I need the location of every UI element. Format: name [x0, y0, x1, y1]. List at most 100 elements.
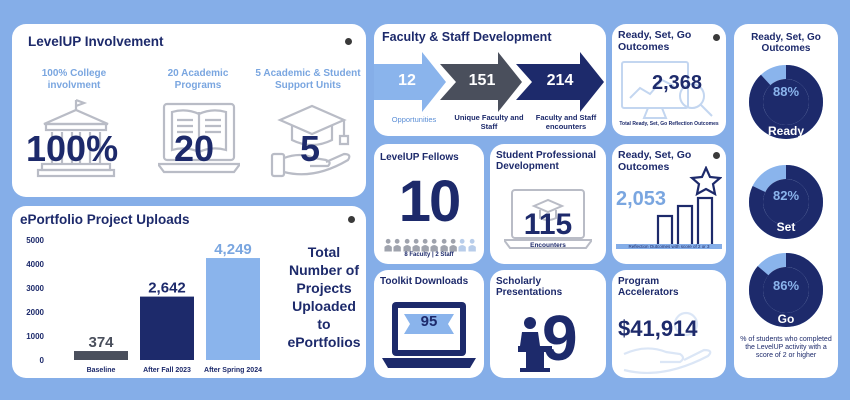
involvement-card: LevelUP Involvement 100% College involvm… [12, 24, 366, 197]
person-icon [421, 238, 430, 252]
eportfolio-side-text: Total Number of Projects Uploaded to ePo… [287, 244, 361, 350]
rsg-rings-card: Ready, Set, Go Outcomes 88% Ready 82% Se… [734, 24, 838, 378]
accelerators-card: Program Accelerators $41,914 [612, 270, 726, 378]
rsg-rings-footnote: % of students who completed the LevelUP … [740, 336, 832, 360]
eportfolio-bar-chart: 0 1000 2000 3000 4000 5000 374 Baseline 2,642 Aft… [26, 236, 262, 374]
encounters-value: 214 [546, 72, 574, 89]
bar [74, 351, 128, 360]
card-menu-dot[interactable] [713, 34, 720, 41]
rsg-score-caption: Reflection Outcomes with score of 2 or 3 [616, 244, 722, 250]
person-icon [440, 238, 448, 252]
ready-ring [749, 65, 823, 139]
toolkit-value: 95 [420, 313, 438, 330]
units-value: 5 [300, 128, 321, 169]
toolkit-card: Toolkit Downloads 95 [374, 270, 484, 378]
programs-label: 20 Academic Programs [167, 68, 229, 91]
person-icon [458, 238, 467, 252]
y-tick-label: 0 [40, 356, 45, 365]
scholarly-title: Scholarly Presentations [496, 276, 563, 299]
rsg-total-card: Ready, Set, Go Outcomes 2,368 Total Read… [612, 24, 726, 136]
units-label: 5 Academic & Student Support Units [255, 68, 361, 91]
student-pd-caption: Encounters [530, 242, 566, 249]
card-menu-dot[interactable] [713, 152, 720, 159]
rsg-score-card: Ready, Set, Go Outcomes 2,053 Reflection… [612, 144, 726, 264]
card-menu-dot[interactable] [348, 216, 355, 223]
graduation-laptop-icon [504, 189, 592, 249]
rsg-total-value: 2,368 [652, 72, 703, 94]
card-menu-dot[interactable] [345, 38, 352, 45]
college-label: 100% College involvment [41, 68, 107, 91]
faculty-arrows [374, 52, 604, 112]
rsg-score-value: 2,053 [616, 188, 667, 210]
ready-value: 88% [772, 84, 800, 99]
ring-center [763, 267, 809, 313]
person-icon [412, 238, 420, 252]
ready-label: Ready [767, 124, 805, 138]
programs-value: 20 [174, 128, 215, 169]
faculty-title: Faculty & Staff Development [382, 30, 552, 44]
fellows-title: LevelUP Fellows [380, 152, 459, 163]
go-ring [749, 253, 823, 327]
ring-progress [749, 65, 823, 139]
y-tick-label: 5000 [26, 236, 44, 245]
college-value: 100% [26, 128, 119, 169]
laptop-banner-icon [382, 302, 476, 368]
set-value: 82% [772, 188, 800, 203]
y-tick-label: 1000 [26, 332, 44, 341]
person-icon [384, 238, 392, 252]
x-category-label: Baseline [87, 367, 116, 374]
x-category-label: After Fall 2023 [143, 367, 191, 374]
accelerators-value: $41,914 [618, 316, 698, 341]
bar [206, 258, 260, 360]
go-value: 86% [772, 278, 800, 293]
opportunities-arrow [374, 52, 446, 112]
scholarly-value: 9 [542, 302, 578, 374]
toolkit-title: Toolkit Downloads [380, 276, 469, 287]
monitor-magnifier-icon [621, 61, 713, 119]
bar-value-label: 374 [88, 334, 114, 351]
unique-faculty-arrow [440, 52, 522, 112]
unique-faculty-label: Unique Faculty and Staff [454, 113, 524, 131]
fellows-value: 10 [398, 169, 462, 234]
ring-center [763, 179, 809, 225]
ring-center [763, 79, 809, 125]
eportfolio-title: ePortfolio Project Uploads [20, 212, 190, 227]
accelerators-title: Program Accelerators [618, 276, 679, 299]
student-pd-title: Student Professional Development [496, 150, 597, 173]
graduation-cap-hand-icon [270, 104, 351, 178]
set-ring [749, 165, 823, 239]
set-label: Set [776, 220, 796, 234]
y-tick-label: 3000 [26, 284, 44, 293]
opportunities-label: Opportunities [391, 115, 437, 124]
involvement-title: LevelUP Involvement [28, 34, 164, 49]
person-icon [468, 238, 476, 252]
unique-faculty-value: 151 [468, 72, 496, 89]
person-icon [403, 238, 411, 252]
ring-progress [749, 253, 823, 327]
student-pd-value: 115 [523, 208, 573, 241]
go-label: Go [777, 312, 795, 326]
open-book-laptop-icon [158, 102, 240, 174]
bar [140, 296, 194, 360]
encounters-label: Faculty and Staff encounters [535, 113, 597, 131]
bar-value-label: 4,249 [214, 241, 252, 258]
bar-value-label: 2,642 [148, 280, 186, 297]
person-icon [449, 238, 457, 252]
person-icon [430, 238, 439, 252]
person-icon [393, 238, 402, 252]
y-tick-label: 4000 [26, 260, 44, 269]
money-hand-icon [623, 311, 712, 374]
ring-progress [749, 165, 823, 239]
rsg-score-title: Ready, Set, Go Outcomes [618, 149, 692, 173]
rsg-total-caption: Total Ready, Set, Go Reflection Outcomes [619, 121, 719, 127]
presenter-podium-icon [518, 317, 552, 372]
rsg-total-title: Ready, Set, Go Outcomes [618, 29, 692, 53]
rsg-rings-title: Ready, Set, Go Outcomes [751, 32, 821, 55]
scholarly-card: Scholarly Presentations 9 [490, 270, 606, 378]
y-tick-label: 2000 [26, 308, 44, 317]
fellows-people-icons [384, 238, 476, 252]
eportfolio-card: ePortfolio Project Uploads 0 1000 2000 3000… [12, 206, 366, 378]
faculty-card: Faculty & Staff Development 12 151 214 O… [374, 24, 606, 136]
opportunities-value: 12 [398, 72, 416, 89]
fellows-caption: 8 Faculty | 2 Staff [404, 252, 454, 258]
